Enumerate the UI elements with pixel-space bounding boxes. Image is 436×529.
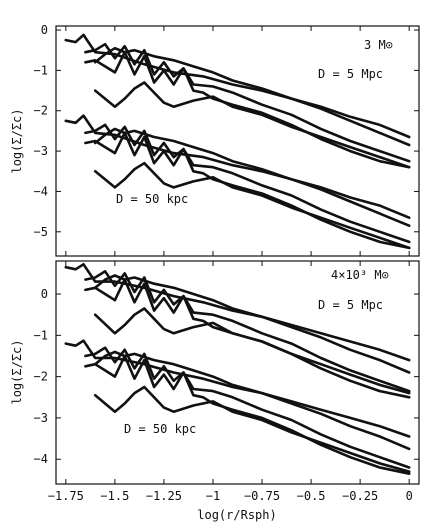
- top-series-line-5: [93, 81, 411, 169]
- bottom-x-tick-label: −0.75: [244, 489, 280, 503]
- bottom-far-distance-annotation: D = 50 kpc: [124, 422, 196, 436]
- bottom-series-line-4: [84, 278, 411, 399]
- top-near-distance-annotation: D = 5 Mpc: [318, 67, 383, 81]
- top-series-line-1: [64, 33, 411, 139]
- bottom-y-tick-label: −3: [34, 411, 48, 425]
- top-mass-annotation: 3 M⊙: [364, 38, 393, 52]
- top-y-tick-label: −1: [34, 63, 48, 77]
- top-y-tick-label: −5: [34, 225, 48, 239]
- bottom-near-distance-annotation: D = 5 Mpc: [318, 298, 383, 312]
- bottom-panel: 0 −1 −2 −3 −4 −1.75 −1.5 −1.25 −1 −0.75 −0.5 −0.25…: [10, 260, 420, 522]
- bottom-series-line-3: [84, 269, 411, 393]
- bottom-y-axis-label: log(Σ/Σc): [10, 339, 24, 404]
- bottom-x-tick-label: −0.5: [297, 489, 326, 503]
- top-y-tick-label: −2: [34, 104, 48, 118]
- bottom-y-tick-label: −2: [34, 370, 48, 384]
- top-panel: 0 −1 −2 −3 −4 −5 3 M⊙ D = 5 Mpc D = 50 kpc lo…: [10, 23, 420, 257]
- bottom-y-tick-label: −1: [34, 328, 48, 342]
- top-series-line-8: [84, 123, 411, 244]
- bottom-panel-x-ticks: −1.75 −1.5 −1.25 −1 −0.75 −0.5 −0.25 0: [48, 261, 413, 503]
- bottom-series-line-10: [93, 385, 411, 473]
- bottom-mass-annotation: 4×10³ M⊙: [331, 268, 389, 282]
- top-series-line-10: [93, 161, 411, 250]
- top-panel-series: [64, 33, 411, 250]
- bottom-series-line-1: [64, 262, 411, 362]
- top-series-line-6: [64, 114, 411, 219]
- top-far-distance-annotation: D = 50 kpc: [116, 192, 188, 206]
- bottom-x-axis-label: log(r/Rsph): [197, 508, 276, 522]
- top-series-line-3: [84, 42, 411, 163]
- bottom-y-tick-label: 0: [41, 287, 48, 301]
- top-y-tick-label: 0: [41, 23, 48, 37]
- bottom-x-tick-label: −0.25: [342, 489, 378, 503]
- top-y-axis-label: log(Σ/Σc): [10, 108, 24, 173]
- bottom-x-tick-label: 0: [406, 489, 413, 503]
- bottom-y-tick-label: −4: [34, 452, 48, 466]
- bottom-series-line-8: [84, 346, 411, 469]
- bottom-x-tick-label: −1.5: [100, 489, 129, 503]
- top-y-tick-label: −3: [34, 144, 48, 158]
- bottom-panel-series: [64, 262, 411, 476]
- bottom-x-tick-label: −1: [206, 489, 220, 503]
- bottom-panel-y-ticks: 0 −1 −2 −3 −4: [34, 287, 419, 466]
- bottom-series-line-6: [64, 339, 411, 438]
- bottom-x-tick-label: −1.75: [48, 489, 84, 503]
- bottom-panel-frame: [55, 260, 420, 485]
- bottom-series-line-5: [93, 307, 411, 395]
- top-panel-y-ticks: 0 −1 −2 −3 −4 −5: [34, 23, 419, 239]
- bottom-x-tick-label: −1.25: [146, 489, 182, 503]
- top-y-tick-label: −4: [34, 184, 48, 198]
- top-panel-frame: [55, 25, 420, 257]
